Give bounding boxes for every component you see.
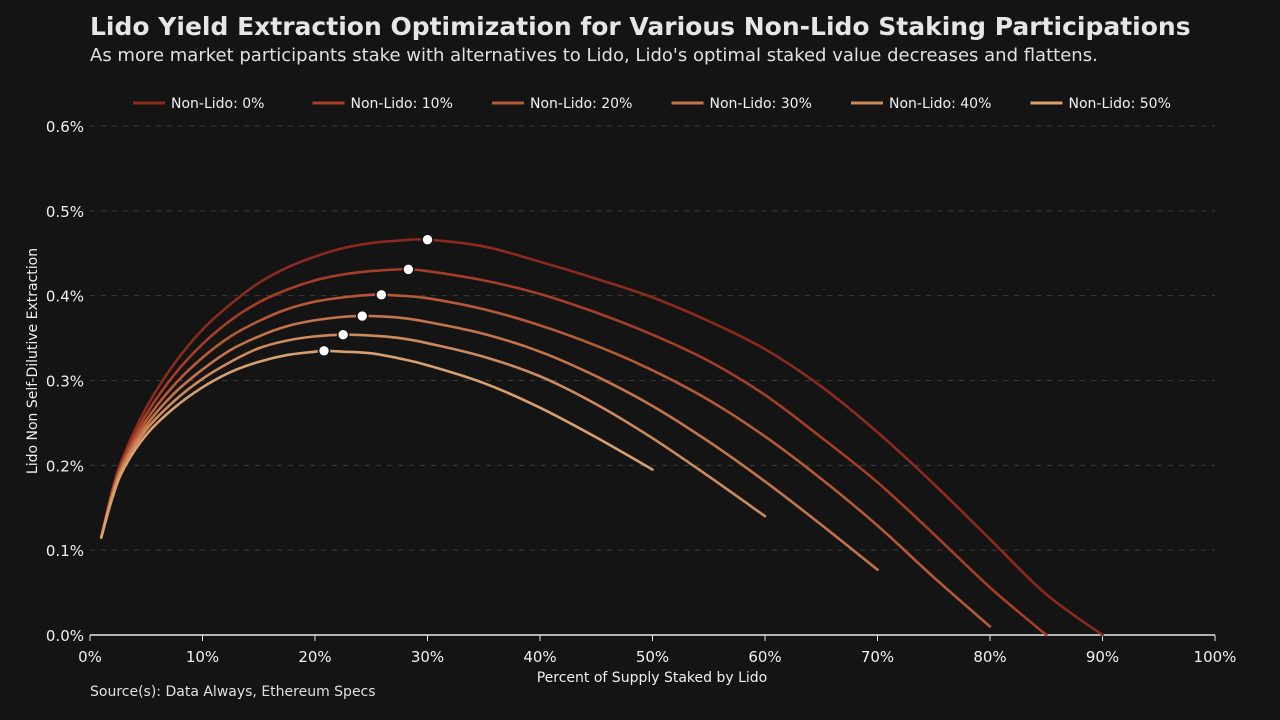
series-line-2 bbox=[99, 293, 992, 628]
x-axis-ticks: 0% 10% 20% 30% 40% 50% 60% 70% 80% 90% 100% bbox=[78, 635, 1236, 666]
y-tick-label: 0.1% bbox=[46, 542, 84, 560]
grid-lines bbox=[90, 125, 1215, 551]
x-tick-label: 80% bbox=[973, 648, 1006, 666]
x-tick-label: 0% bbox=[78, 648, 102, 666]
optimum-marker-3 bbox=[355, 309, 369, 323]
series-line-0 bbox=[99, 238, 1104, 637]
y-tick-label: 0.3% bbox=[46, 373, 84, 391]
optimum-marker-4 bbox=[336, 328, 350, 341]
optimum-markers bbox=[317, 233, 434, 358]
x-tick-label: 70% bbox=[861, 648, 894, 666]
legend-label-1: Non-Lido: 10% bbox=[351, 96, 453, 112]
legend-label-5: Non-Lido: 50% bbox=[1069, 96, 1171, 112]
source-note: Source(s): Data Always, Ethereum Specs bbox=[90, 684, 376, 700]
legend: Non-Lido: 0% Non-Lido: 10% Non-Lido: 20% No… bbox=[133, 96, 1171, 112]
y-tick-label: 0.4% bbox=[46, 288, 84, 306]
legend-label-0: Non-Lido: 0% bbox=[171, 96, 264, 112]
x-tick-label: 50% bbox=[636, 648, 669, 666]
y-tick-label: 0.6% bbox=[46, 118, 84, 136]
optimum-marker-5 bbox=[317, 344, 331, 358]
y-axis-ticks: 0.0% 0.1% 0.2% 0.3% 0.4% 0.5% 0.6% bbox=[46, 118, 84, 645]
x-tick-label: 30% bbox=[411, 648, 444, 666]
chart-subtitle: As more market participants stake with a… bbox=[90, 45, 1098, 66]
x-tick-label: 20% bbox=[298, 648, 331, 666]
legend-label-3: Non-Lido: 30% bbox=[710, 96, 812, 112]
y-tick-label: 0.0% bbox=[46, 627, 84, 645]
x-axis-label: Percent of Supply Staked by Lido bbox=[537, 670, 768, 686]
series-line-4 bbox=[99, 333, 767, 539]
legend-label-4: Non-Lido: 40% bbox=[889, 96, 991, 112]
series-line-5 bbox=[99, 349, 654, 539]
x-tick-label: 60% bbox=[748, 648, 781, 666]
chart-title: Lido Yield Extraction Optimization for V… bbox=[90, 12, 1191, 41]
optimum-marker-0 bbox=[421, 233, 434, 246]
y-axis-label: Lido Non Self-Dilutive Extraction bbox=[25, 248, 41, 474]
y-tick-label: 0.2% bbox=[46, 457, 84, 475]
series-line-3 bbox=[99, 314, 879, 571]
x-tick-label: 100% bbox=[1194, 648, 1237, 666]
x-tick-label: 40% bbox=[523, 648, 556, 666]
x-tick-label: 10% bbox=[186, 648, 219, 666]
legend-label-2: Non-Lido: 20% bbox=[530, 96, 632, 112]
series-lines bbox=[99, 238, 1104, 637]
series-line-1 bbox=[99, 267, 1048, 637]
y-tick-label: 0.5% bbox=[46, 203, 84, 221]
x-tick-label: 90% bbox=[1086, 648, 1119, 666]
optimum-marker-1 bbox=[402, 263, 415, 276]
optimum-marker-2 bbox=[375, 288, 388, 302]
